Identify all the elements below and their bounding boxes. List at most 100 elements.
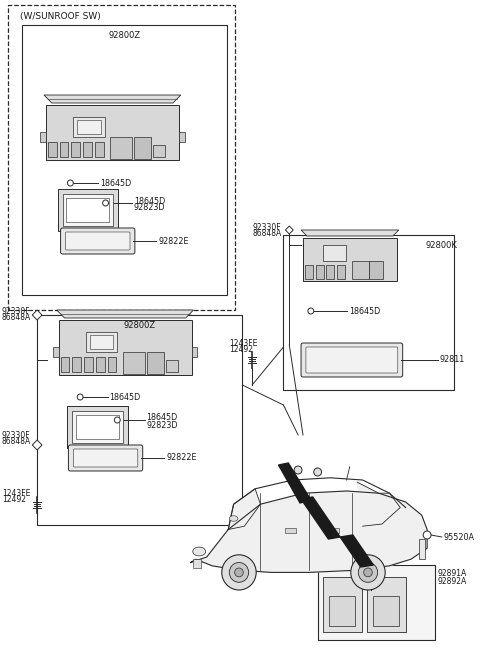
Bar (72, 142, 80, 157)
Bar (95, 142, 104, 157)
Bar (8, 5, 235, 310)
Polygon shape (286, 226, 293, 234)
Bar (84, 357, 93, 372)
Text: 12492: 12492 (230, 345, 254, 354)
Bar (285, 529, 296, 533)
Bar (58, 189, 118, 231)
FancyBboxPatch shape (65, 232, 130, 250)
Circle shape (68, 180, 73, 186)
Bar (59, 320, 192, 375)
Bar (284, 235, 455, 390)
Circle shape (103, 200, 108, 206)
Circle shape (351, 555, 385, 590)
Text: 1243FE: 1243FE (230, 339, 258, 348)
Circle shape (358, 563, 378, 582)
Bar (154, 145, 165, 157)
Bar (370, 261, 383, 279)
Bar (68, 406, 128, 448)
Text: 18645D: 18645D (100, 179, 131, 187)
Circle shape (77, 394, 83, 400)
Bar (360, 570, 372, 585)
Bar (46, 105, 179, 160)
Text: 12492: 12492 (2, 495, 26, 504)
Bar (329, 596, 355, 626)
Bar (83, 142, 92, 157)
Bar (192, 347, 197, 357)
Bar (123, 352, 144, 374)
Bar (48, 142, 57, 157)
FancyBboxPatch shape (60, 228, 135, 254)
Bar (337, 265, 345, 279)
Bar (318, 565, 435, 640)
Bar (323, 577, 361, 632)
Circle shape (308, 308, 314, 314)
Text: 92823D: 92823D (134, 204, 166, 212)
Polygon shape (57, 310, 193, 318)
Text: 92822E: 92822E (158, 236, 189, 246)
Circle shape (314, 468, 322, 476)
Text: 92892A: 92892A (438, 576, 467, 586)
Polygon shape (278, 463, 311, 503)
Bar (326, 265, 334, 279)
Bar (40, 132, 46, 142)
Text: (W/SUNROOF SW): (W/SUNROOF SW) (20, 12, 100, 22)
Polygon shape (340, 535, 373, 567)
Bar (367, 577, 406, 632)
Polygon shape (301, 230, 399, 236)
Polygon shape (301, 497, 340, 539)
Text: 95520A: 95520A (444, 533, 475, 542)
Bar (77, 120, 101, 134)
Circle shape (229, 563, 249, 582)
Ellipse shape (229, 515, 238, 521)
Text: 18645D: 18645D (146, 413, 178, 422)
Bar (76, 415, 119, 439)
FancyBboxPatch shape (301, 343, 403, 377)
Text: 92800Z: 92800Z (108, 31, 140, 39)
Bar (53, 347, 59, 357)
Bar (72, 357, 81, 372)
Bar (303, 238, 397, 281)
Text: 92822E: 92822E (166, 453, 197, 462)
Bar (22, 25, 227, 295)
Text: 18645D: 18645D (349, 307, 380, 316)
Polygon shape (32, 310, 42, 320)
Text: 86848A: 86848A (252, 229, 281, 238)
Bar (66, 198, 109, 222)
FancyBboxPatch shape (306, 347, 398, 373)
Polygon shape (357, 482, 400, 526)
Text: 92800Z: 92800Z (124, 320, 156, 329)
Text: 86848A: 86848A (2, 314, 31, 322)
Text: 92811: 92811 (440, 356, 465, 364)
FancyBboxPatch shape (69, 445, 143, 471)
Bar (110, 137, 132, 159)
Bar (62, 194, 113, 226)
Bar (60, 142, 69, 157)
Bar (73, 117, 105, 137)
Bar (72, 411, 123, 443)
Text: 92330F: 92330F (2, 307, 31, 316)
Text: 92823D: 92823D (146, 421, 178, 430)
Text: 18645D: 18645D (109, 392, 141, 402)
Circle shape (222, 555, 256, 590)
Bar (108, 357, 116, 372)
Text: 92330F: 92330F (2, 430, 31, 440)
Bar (323, 245, 346, 261)
Polygon shape (44, 95, 181, 103)
Text: 1243FE: 1243FE (2, 489, 30, 498)
Bar (193, 559, 201, 568)
Circle shape (294, 466, 302, 474)
Bar (86, 332, 117, 352)
Ellipse shape (193, 547, 205, 556)
Bar (305, 265, 313, 279)
Bar (373, 596, 399, 626)
Text: 92891A: 92891A (438, 569, 467, 578)
Bar (146, 352, 164, 374)
Bar (316, 265, 324, 279)
Text: 86848A: 86848A (2, 438, 31, 447)
Circle shape (235, 568, 243, 577)
Circle shape (423, 531, 431, 539)
Bar (90, 335, 113, 349)
Bar (352, 261, 370, 279)
Polygon shape (191, 491, 427, 572)
Polygon shape (228, 489, 261, 529)
